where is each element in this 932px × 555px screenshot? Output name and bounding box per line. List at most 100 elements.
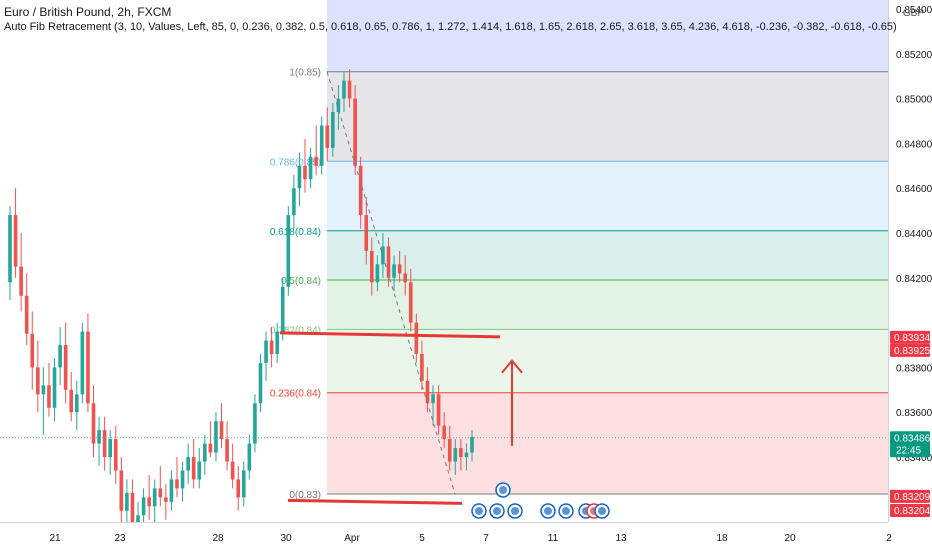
fib-label: 0.618(0.84) bbox=[270, 227, 321, 238]
candle bbox=[225, 421, 229, 471]
candle-body bbox=[442, 425, 446, 440]
candle-body bbox=[52, 367, 57, 408]
candle-body bbox=[197, 461, 202, 480]
candle-body bbox=[353, 98, 357, 166]
candle bbox=[164, 483, 168, 520]
candle bbox=[303, 138, 307, 193]
candle bbox=[325, 107, 330, 162]
candle bbox=[464, 443, 469, 471]
candle-body bbox=[459, 448, 463, 458]
candle bbox=[30, 311, 35, 390]
candle bbox=[397, 250, 402, 283]
event-flag-icon bbox=[594, 503, 610, 519]
candle-body bbox=[230, 461, 235, 480]
time-tick: 2 bbox=[886, 533, 892, 544]
up-arrow-head bbox=[501, 359, 523, 374]
candle-body bbox=[397, 264, 402, 274]
candle bbox=[97, 416, 101, 466]
candle-body bbox=[258, 362, 263, 404]
candle bbox=[269, 327, 274, 368]
candle-body bbox=[130, 492, 135, 534]
candle bbox=[292, 174, 296, 229]
event-flag-dot bbox=[499, 486, 507, 494]
candle bbox=[63, 322, 68, 404]
candle bbox=[169, 470, 174, 511]
candle bbox=[13, 188, 18, 278]
price-tick: 0.85000 bbox=[896, 95, 932, 106]
event-flag-dot bbox=[598, 507, 606, 515]
price-tick: 0.84800 bbox=[896, 139, 932, 150]
candle bbox=[369, 237, 374, 296]
indicator-label[interactable]: Auto Fib Retracement (3, 10, Values, Lef… bbox=[4, 21, 897, 33]
price-tick: 0.83800 bbox=[896, 363, 932, 374]
candle bbox=[386, 237, 391, 287]
candle bbox=[347, 69, 352, 108]
candle-body bbox=[392, 264, 396, 278]
candle bbox=[314, 125, 318, 175]
candle bbox=[331, 103, 335, 157]
candle bbox=[414, 313, 419, 363]
candle-body bbox=[152, 488, 157, 507]
candle bbox=[91, 385, 96, 458]
candle-body bbox=[464, 452, 469, 458]
candle-body bbox=[63, 345, 68, 390]
candle-body bbox=[164, 497, 168, 502]
candle-body bbox=[158, 488, 163, 498]
fib-label: 0(0.83) bbox=[289, 490, 321, 501]
countdown-text: 22:45 bbox=[896, 445, 921, 456]
candle bbox=[431, 385, 435, 426]
candle-body bbox=[453, 448, 458, 462]
price-tick: 0.84400 bbox=[896, 229, 932, 240]
candle bbox=[319, 116, 324, 175]
resistance-line bbox=[279, 331, 501, 339]
candle-body bbox=[41, 385, 46, 395]
time-tick: 28 bbox=[212, 533, 224, 544]
candle-body bbox=[47, 385, 51, 408]
candle-body bbox=[219, 421, 224, 440]
candle bbox=[453, 439, 458, 475]
candle-body bbox=[141, 497, 146, 516]
price-tick: 0.85200 bbox=[896, 50, 932, 61]
candle bbox=[447, 425, 452, 471]
candle bbox=[253, 394, 257, 453]
candle-body bbox=[403, 273, 408, 283]
candle bbox=[147, 474, 151, 520]
candle-body bbox=[8, 215, 12, 283]
candle bbox=[8, 206, 12, 301]
candle-body bbox=[58, 345, 62, 368]
price-label: 0.83925 bbox=[890, 343, 931, 357]
candle-body bbox=[470, 436, 474, 453]
candle bbox=[41, 367, 46, 435]
candle-body bbox=[342, 80, 346, 99]
candle-body bbox=[386, 246, 391, 278]
candle bbox=[241, 461, 246, 507]
candle-body bbox=[30, 333, 35, 368]
candle-body bbox=[414, 322, 419, 354]
price-label-bg bbox=[890, 330, 930, 344]
fib-zone-top bbox=[327, 0, 888, 72]
candle-body bbox=[97, 430, 101, 444]
fib-zone bbox=[327, 161, 888, 231]
candle-body bbox=[36, 367, 40, 395]
candle bbox=[69, 371, 74, 422]
candle bbox=[353, 85, 357, 175]
candle bbox=[275, 322, 279, 363]
candle bbox=[24, 273, 29, 346]
candle-body bbox=[347, 80, 352, 99]
candle bbox=[203, 434, 207, 475]
candle-body bbox=[275, 331, 279, 354]
currency-label: GBP bbox=[902, 8, 924, 19]
price-label: 0.83934 bbox=[890, 330, 931, 344]
candle bbox=[113, 425, 118, 484]
candle bbox=[158, 465, 163, 507]
candle bbox=[459, 439, 463, 471]
candle-body bbox=[180, 470, 185, 489]
candle bbox=[52, 358, 57, 422]
candle-body bbox=[74, 394, 79, 413]
candle bbox=[186, 443, 190, 484]
candle bbox=[125, 479, 129, 529]
candle bbox=[442, 412, 446, 449]
event-flag-dot bbox=[544, 507, 552, 515]
symbol-title[interactable]: Euro / British Pound, 2h, FXCM bbox=[4, 5, 172, 19]
